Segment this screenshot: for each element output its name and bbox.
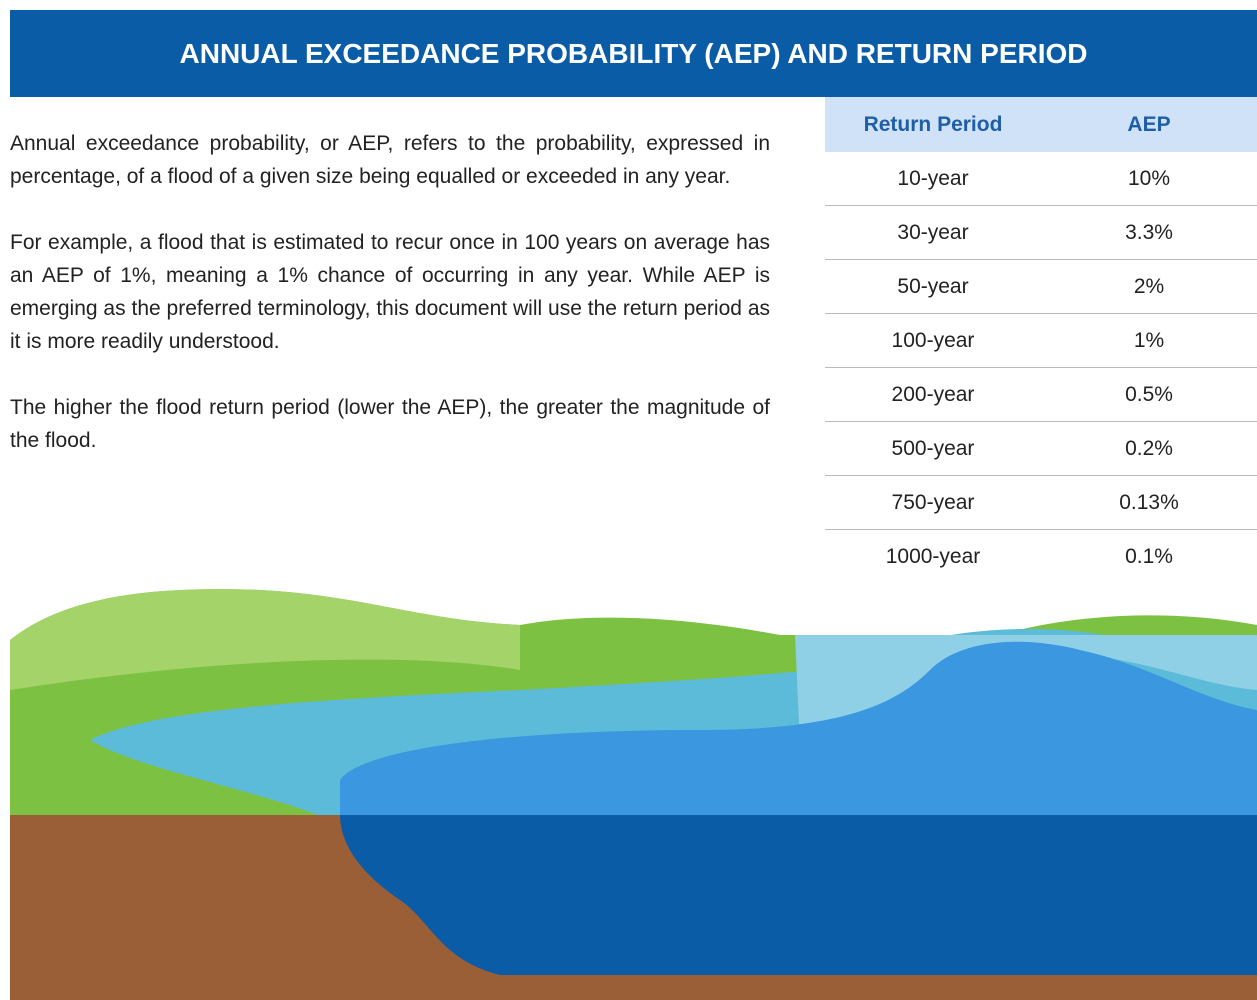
paragraph: Annual exceedance probability, or AEP, r…: [10, 127, 770, 193]
return-period-cell: 100-year: [825, 314, 1041, 368]
page: ANNUAL EXCEEDANCE PROBABILITY (AEP) AND …: [0, 0, 1257, 1000]
paragraph: For example, a flood that is estimated t…: [10, 226, 770, 358]
flood-illustration: [0, 580, 1257, 1000]
column-header: Return Period: [825, 97, 1041, 152]
aep-cell: 0.1%: [1041, 530, 1257, 584]
return-period-cell: 50-year: [825, 260, 1041, 314]
return-period-cell: 30-year: [825, 206, 1041, 260]
return-period-cell: 750-year: [825, 476, 1041, 530]
aep-cell: 10%: [1041, 152, 1257, 206]
return-period-cell: 500-year: [825, 422, 1041, 476]
paragraph: The higher the flood return period (lowe…: [10, 391, 770, 457]
aep-cell: 0.13%: [1041, 476, 1257, 530]
aep-cell: 0.5%: [1041, 368, 1257, 422]
aep-cell: 2%: [1041, 260, 1257, 314]
river-channel: [340, 815, 1257, 975]
title-banner: ANNUAL EXCEEDANCE PROBABILITY (AEP) AND …: [10, 10, 1257, 97]
header-row: Return Period AEP: [825, 97, 1257, 152]
return-period-cell: 1000-year: [825, 530, 1041, 584]
return-period-cell: 200-year: [825, 368, 1041, 422]
return-period-cell: 10-year: [825, 152, 1041, 206]
body-text: Annual exceedance probability, or AEP, r…: [10, 127, 770, 490]
column-header: AEP: [1041, 97, 1257, 152]
aep-cell: 0.2%: [1041, 422, 1257, 476]
aep-cell: 3.3%: [1041, 206, 1257, 260]
aep-cell: 1%: [1041, 314, 1257, 368]
